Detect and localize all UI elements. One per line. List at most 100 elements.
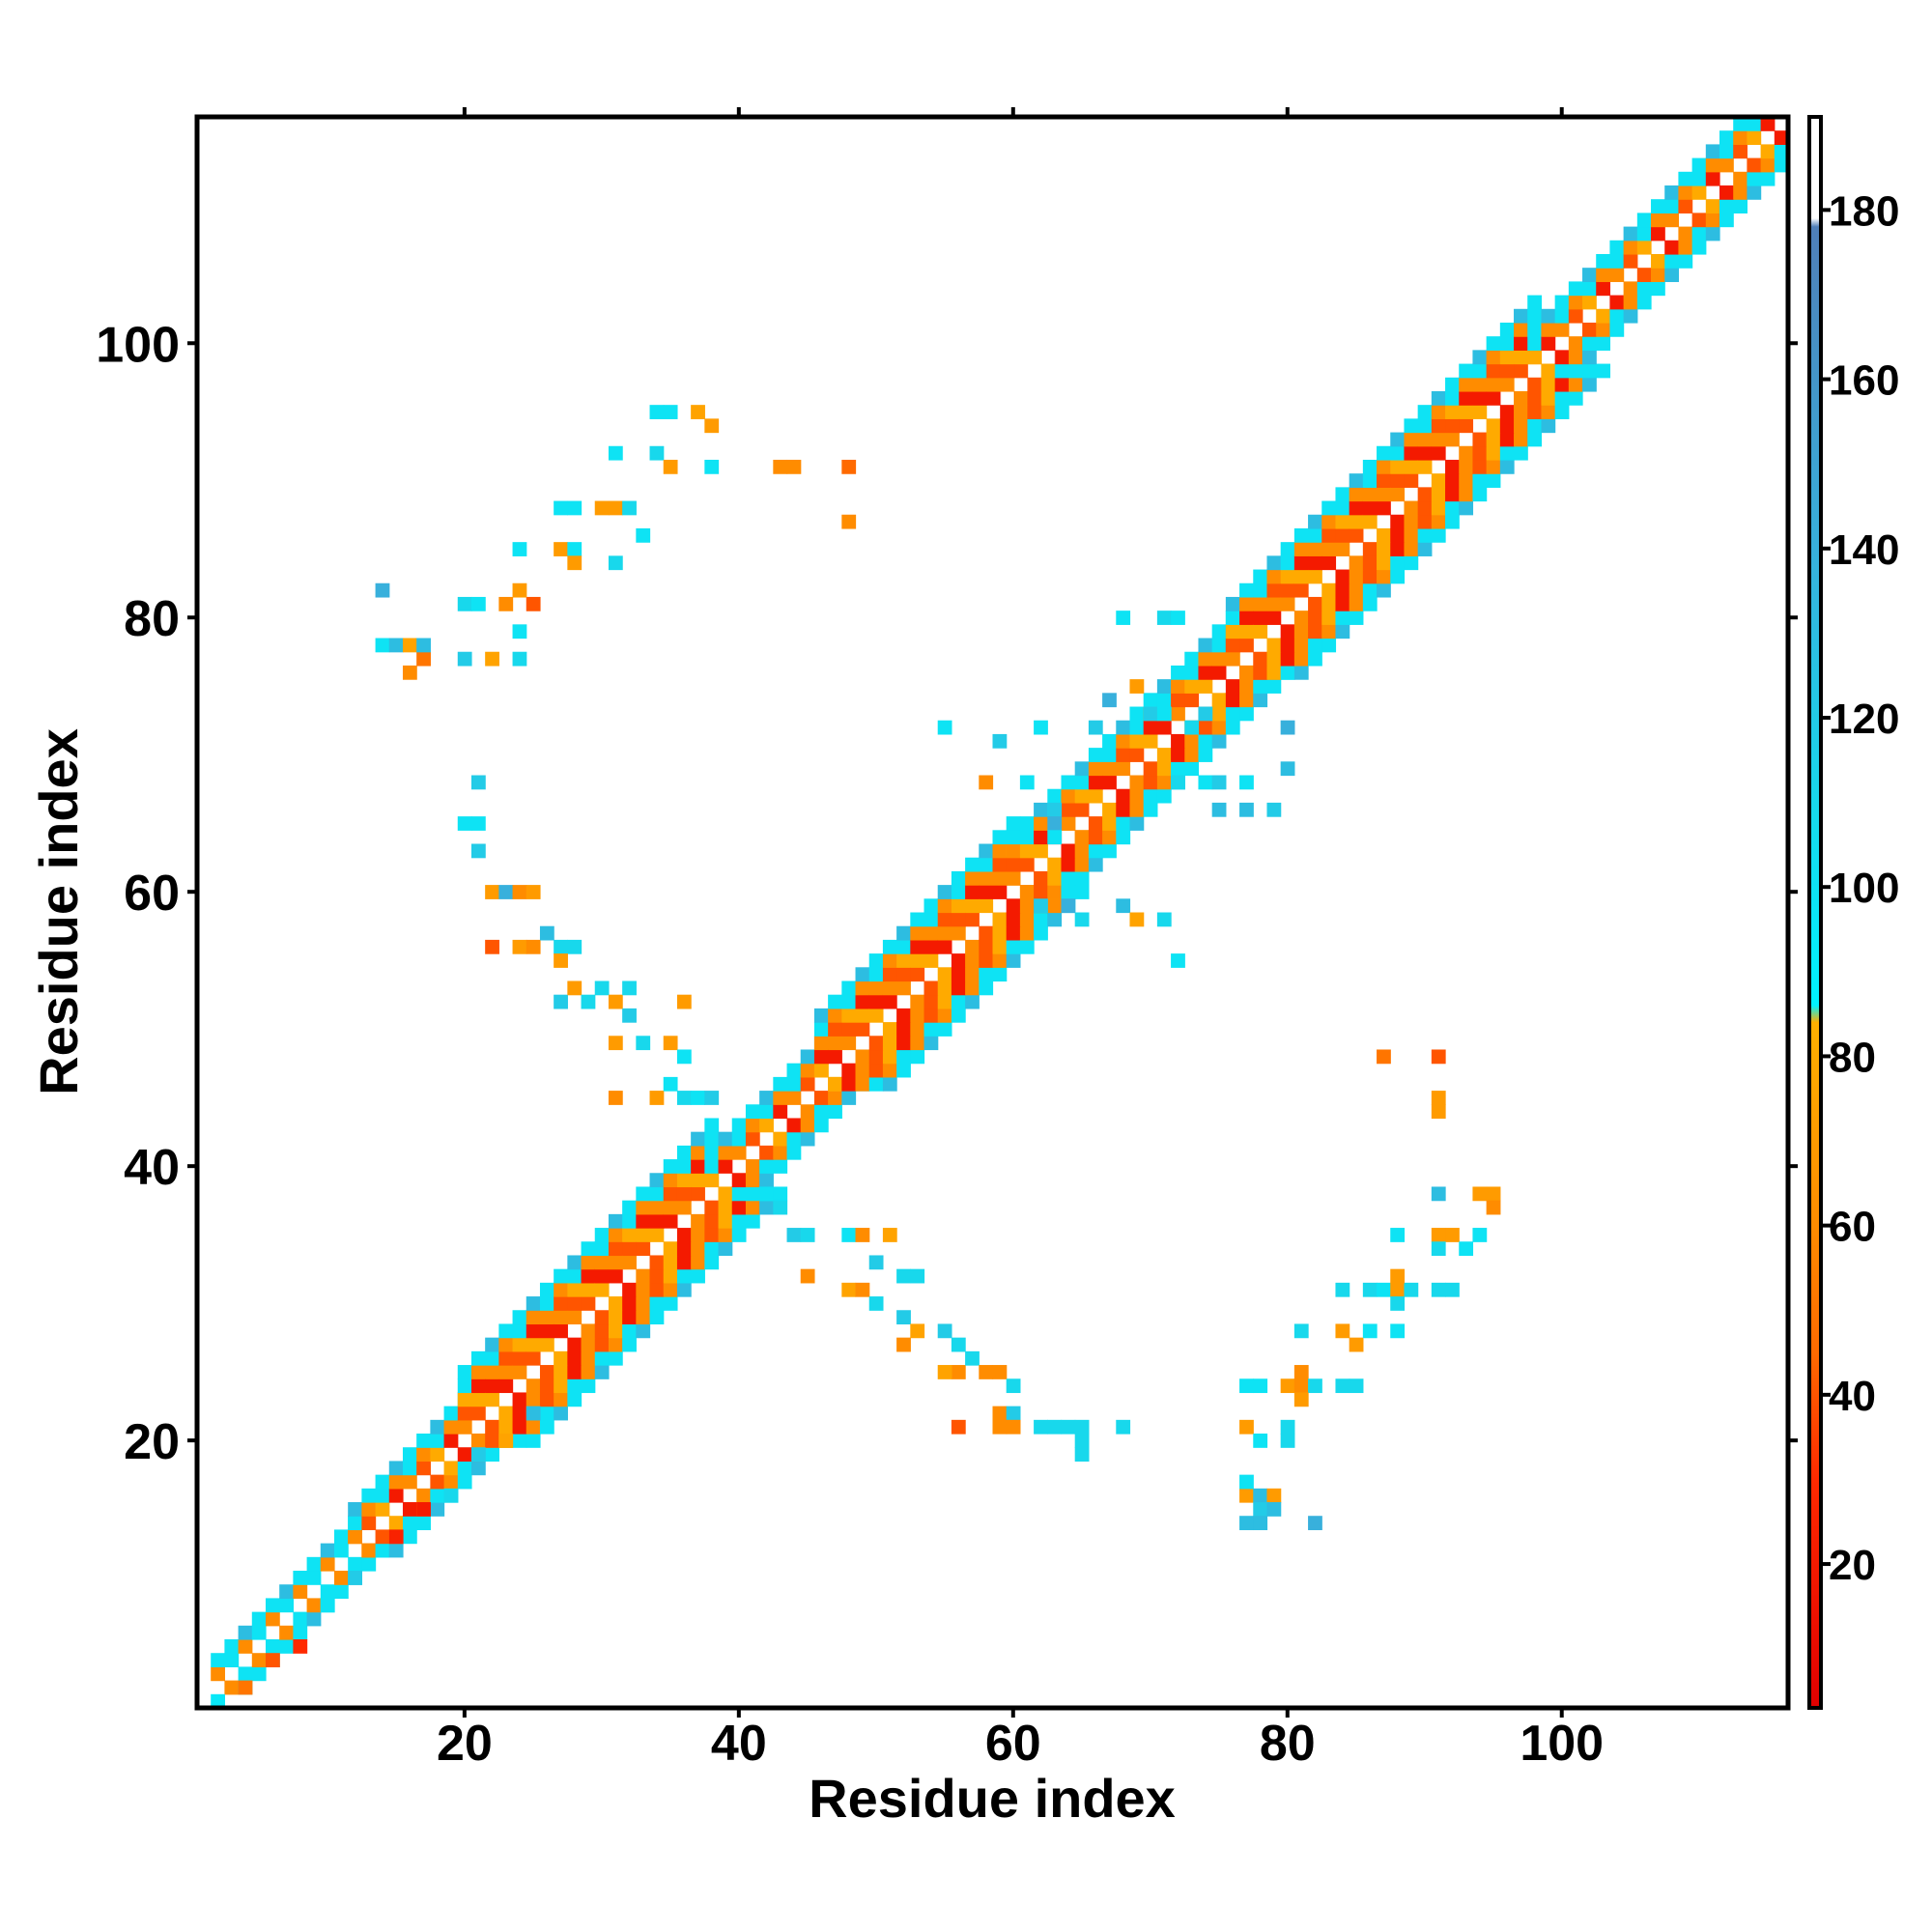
- band-cell: [1377, 473, 1391, 488]
- contact-cell: [485, 939, 499, 954]
- contact-cell: [470, 1447, 486, 1463]
- band-cell: [1143, 788, 1158, 804]
- band-cell: [1156, 788, 1172, 804]
- band-cell: [1335, 542, 1350, 556]
- band-cell: [992, 870, 1008, 886]
- band-cell: [1061, 857, 1076, 872]
- colorbar-tick-label: 80: [1829, 1034, 1876, 1081]
- band-cell: [1184, 693, 1200, 708]
- band-cell: [1335, 569, 1350, 584]
- contact-cell: [1253, 1516, 1268, 1531]
- contact-cell: [855, 1282, 870, 1297]
- band-cell: [1568, 390, 1583, 406]
- band-cell: [1582, 336, 1597, 351]
- band-cell: [1705, 157, 1720, 173]
- band-cell: [1719, 130, 1734, 145]
- band-cell: [1609, 322, 1625, 337]
- band-cell: [813, 1063, 829, 1078]
- band-cell: [1651, 226, 1665, 242]
- band-cell: [251, 1625, 267, 1640]
- band-cell: [1499, 322, 1515, 337]
- band-cell: [1102, 843, 1117, 859]
- band-cell: [1074, 788, 1090, 804]
- band-cell: [649, 1213, 665, 1229]
- band-cell: [759, 1145, 774, 1160]
- contact-cell: [211, 1693, 225, 1709]
- band-cell: [1499, 405, 1515, 419]
- band-cell: [896, 980, 911, 996]
- band-cell: [759, 1091, 774, 1105]
- contact-cell: [1349, 1337, 1364, 1352]
- band-cell: [937, 1008, 952, 1023]
- band-cell: [554, 1365, 568, 1379]
- contact-cell: [512, 939, 527, 954]
- band-cell: [1527, 308, 1543, 324]
- contact-cell: [1061, 1419, 1076, 1435]
- band-cell: [1678, 226, 1693, 242]
- band-cell: [868, 953, 884, 968]
- band-cell: [1335, 500, 1350, 516]
- band-cell: [636, 1200, 651, 1215]
- band-cell: [1308, 527, 1322, 543]
- contact-cell: [1293, 1378, 1309, 1394]
- band-cell: [759, 1173, 774, 1188]
- band-cell: [718, 1200, 733, 1215]
- band-cell: [828, 1091, 842, 1105]
- band-cell: [1061, 816, 1076, 831]
- band-cell: [1733, 171, 1748, 186]
- band-cell: [1253, 611, 1268, 625]
- contact-cell: [800, 1228, 815, 1242]
- contact-cell: [457, 651, 472, 667]
- band-cell: [731, 1213, 747, 1229]
- band-cell: [1034, 925, 1048, 941]
- band-cell: [457, 1447, 472, 1463]
- band-cell: [567, 1282, 582, 1297]
- band-cell: [718, 1186, 733, 1202]
- band-cell: [691, 1145, 705, 1160]
- band-cell: [1514, 432, 1528, 447]
- contact-cell: [498, 885, 514, 899]
- band-cell: [470, 1434, 486, 1448]
- band-cell: [813, 1104, 829, 1120]
- contact-cell: [1034, 898, 1048, 914]
- band-cell: [1308, 611, 1322, 625]
- band-cell: [1143, 693, 1158, 708]
- band-cell: [526, 1392, 541, 1407]
- band-cell: [868, 1049, 884, 1065]
- band-cell: [1184, 748, 1200, 762]
- band-cell: [910, 994, 925, 1009]
- band-cell: [1747, 185, 1762, 200]
- band-cell: [1074, 857, 1090, 872]
- band-cell: [1034, 830, 1048, 845]
- band-cell: [293, 1611, 308, 1627]
- contact-cell: [608, 500, 623, 516]
- band-cell: [1321, 582, 1337, 598]
- band-cell: [979, 870, 994, 886]
- band-cell: [828, 1104, 842, 1120]
- band-cell: [1116, 830, 1131, 845]
- band-cell: [923, 939, 939, 954]
- band-cell: [1582, 295, 1597, 310]
- band-cell: [1266, 596, 1282, 611]
- band-cell: [1088, 857, 1103, 872]
- band-cell: [622, 1200, 637, 1215]
- band-cell: [1321, 514, 1337, 529]
- band-cell: [813, 1091, 829, 1105]
- band-cell: [1116, 733, 1131, 749]
- band-cell: [1308, 624, 1322, 639]
- band-cell: [937, 939, 952, 954]
- contact-cell: [567, 500, 582, 516]
- band-cell: [1514, 445, 1528, 461]
- band-cell: [1609, 268, 1625, 282]
- band-cell: [882, 980, 897, 996]
- y-tick-label: 60: [124, 866, 180, 922]
- band-cell: [718, 1159, 733, 1174]
- contact-cell: [841, 1282, 857, 1297]
- band-cell: [402, 1474, 417, 1490]
- band-cell: [512, 1434, 527, 1448]
- contact-cell: [554, 542, 568, 556]
- band-cell: [1362, 596, 1378, 611]
- band-cell: [512, 1365, 527, 1379]
- band-cell: [800, 1104, 815, 1120]
- band-cell: [1596, 363, 1611, 379]
